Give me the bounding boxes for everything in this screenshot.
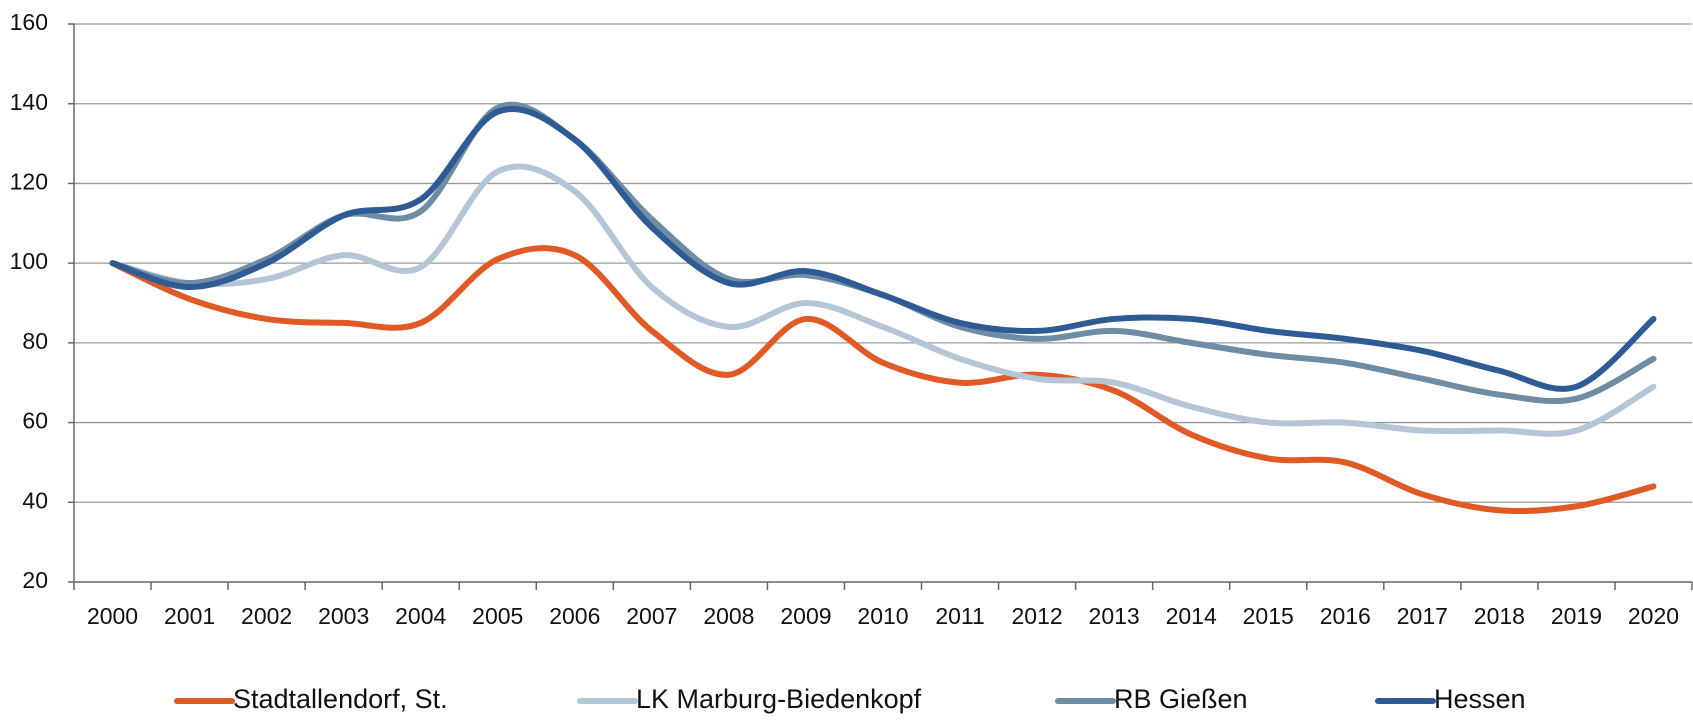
y-tick-label: 100 (10, 248, 48, 274)
x-tick-label: 2013 (1089, 603, 1140, 629)
x-tick-label: 2006 (549, 603, 600, 629)
y-tick-label: 60 (22, 408, 48, 434)
x-tick-label: 2009 (780, 603, 831, 629)
x-tick-label: 2003 (318, 603, 369, 629)
y-tick-label: 160 (10, 9, 48, 35)
x-tick-label: 2015 (1243, 603, 1294, 629)
y-tick-label: 40 (22, 487, 48, 513)
x-tick-label: 2001 (164, 603, 215, 629)
x-tick-label: 2000 (87, 603, 138, 629)
y-tick-label: 20 (22, 567, 48, 593)
y-tick-label: 120 (10, 169, 48, 195)
legend-label: LK Marburg-Biedenkopf (636, 684, 922, 714)
x-tick-label: 2018 (1474, 603, 1525, 629)
x-tick-label: 2010 (857, 603, 908, 629)
legend-label: Stadtallendorf, St. (233, 684, 448, 714)
x-tick-label: 2017 (1397, 603, 1448, 629)
series-line (109, 105, 1657, 392)
y-tick-label: 140 (10, 89, 48, 115)
x-tick-label: 2012 (1012, 603, 1063, 629)
x-tick-label: 2020 (1628, 603, 1679, 629)
x-tick-label: 2008 (703, 603, 754, 629)
series-line (109, 245, 1657, 515)
series-line (109, 163, 1657, 437)
x-tick-label: 2007 (626, 603, 677, 629)
y-tick-label: 80 (22, 328, 48, 354)
x-tick-label: 2002 (241, 603, 292, 629)
x-tick-label: 2016 (1320, 603, 1371, 629)
x-tick-label: 2004 (395, 603, 446, 629)
x-tick-label: 2011 (935, 603, 984, 629)
legend-label: RB Gießen (1114, 684, 1248, 714)
legend-label: Hessen (1434, 684, 1526, 714)
x-tick-label: 2019 (1551, 603, 1602, 629)
x-tick-label: 2005 (472, 603, 523, 629)
x-tick-label: 2014 (1166, 603, 1217, 629)
